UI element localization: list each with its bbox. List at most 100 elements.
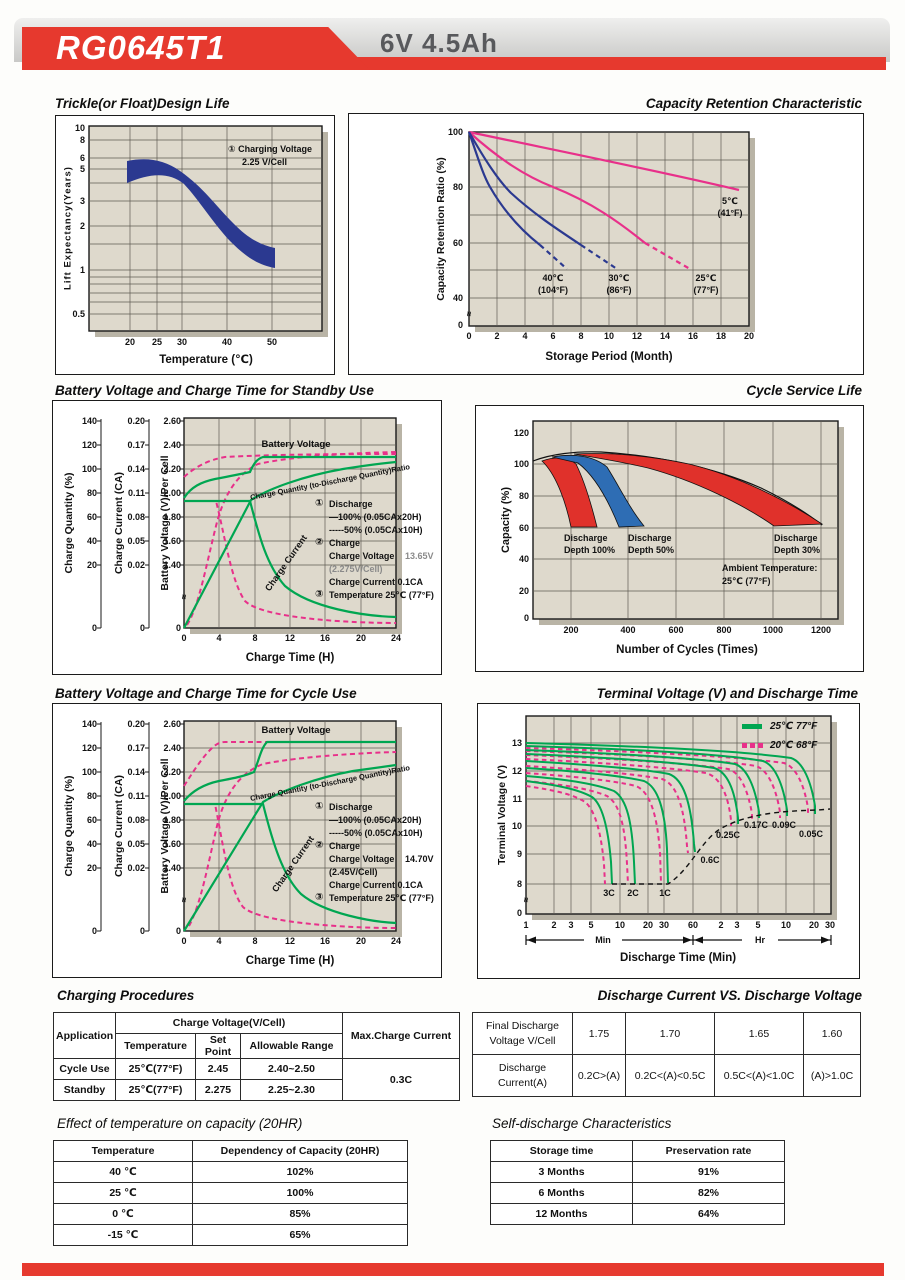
- legend-line: Charge Current 0.1CA: [329, 880, 424, 890]
- header-red-banner: [22, 27, 370, 70]
- standby-100pct-curves: [183, 455, 397, 629]
- legend-line: Charge Current 0.1CA: [329, 577, 424, 587]
- cell-v-165: 1.65: [714, 1012, 804, 1055]
- ambient-temp-line1: Ambient Temperature:: [722, 563, 818, 573]
- standby-grid: [184, 418, 396, 628]
- trickle-grid: [89, 126, 322, 331]
- cell-6m-v: 82%: [632, 1182, 785, 1204]
- legend-bullet-1: ①: [315, 801, 324, 812]
- cell-t0: 0 ℃: [53, 1203, 193, 1225]
- trickle-annotation-line2: 2.25 V/Cell: [242, 157, 288, 167]
- chart-trickle-float-design-life: 10 8 6 5 3 2 1 0.5 20 25 30 40 50 Lift Expectancy(Ye…: [55, 115, 335, 375]
- label-5c-f: (41°F): [717, 208, 743, 218]
- cycle-x-label: Charge Time (H): [245, 955, 335, 967]
- rate-0p17c: 0.17C: [743, 820, 769, 830]
- curves-25c: [525, 742, 816, 885]
- legend-voltage-value: 14.70V: [405, 854, 434, 864]
- header-set-point: Set Point: [195, 1033, 241, 1059]
- header-allowable-range: Allowable Range: [240, 1033, 343, 1059]
- discharge-current-line2: Current(A): [497, 1076, 547, 1089]
- cell-3m-v: 91%: [632, 1161, 785, 1183]
- legend-cell-voltage: (2.45V/Cell): [329, 867, 378, 877]
- label-discharge-current: Discharge Current(A): [472, 1054, 573, 1097]
- legend-bullet-3: ③: [315, 589, 324, 600]
- cell-cycle-set: 2.45: [195, 1058, 241, 1080]
- standby-charge-canvas: [97, 417, 402, 634]
- header-storage-time: Storage time: [490, 1140, 633, 1162]
- cell-cycle-temp: 25℃(77°F): [115, 1058, 196, 1080]
- final-discharge-line2: Voltage V/Cell: [489, 1034, 556, 1047]
- rate-3c: 3C: [603, 888, 615, 898]
- capacity-line-dashed: [612, 808, 831, 885]
- time-axis-arrowheads: [527, 936, 830, 944]
- cell-12m-v: 64%: [632, 1203, 785, 1225]
- standby-battery-voltage-label: Battery Voltage: [261, 439, 331, 450]
- cell-i-3: 0.5C<(A)<1.0C: [714, 1054, 804, 1097]
- cycle-battery-voltage-label: Battery Voltage: [261, 725, 331, 736]
- terminal-voltage-canvas: [525, 715, 837, 945]
- header-dependency: Dependency of Capacity (20HR): [192, 1140, 408, 1162]
- header-preservation: Preservation rate: [632, 1140, 785, 1162]
- legend-bullet-2: ②: [315, 537, 324, 548]
- label-25c: 25℃: [695, 273, 717, 283]
- cycle-axis3-title: Battery Voltage (V)/Per Cell: [159, 758, 171, 894]
- model-number: RG0645T1: [56, 29, 226, 66]
- legend-line: Temperature 25℃ (77°F): [329, 893, 434, 903]
- band-label-30a: Discharge: [774, 533, 818, 543]
- chart-cycle-use-charge: 140 120 100 80 60 40 20 0 0.20 0.17 0.14 0.11 0.08 0.…: [52, 703, 442, 978]
- discharge-current-line1: Discharge: [498, 1062, 547, 1075]
- cell-i-4: (A)>1.0C: [803, 1054, 861, 1097]
- final-discharge-line1: Final Discharge: [486, 1020, 559, 1033]
- header-max-charge-current: Max.Charge Current: [342, 1012, 460, 1059]
- legend-line: Discharge: [329, 802, 373, 812]
- band-label-50a: Discharge: [628, 533, 672, 543]
- discharge-cv-table: Final Discharge Voltage V/Cell 1.75 1.70…: [472, 1012, 861, 1097]
- label-30c: 30℃: [608, 273, 630, 283]
- label-40c-f: (104°F): [537, 285, 569, 295]
- cycle-life-x-label: Number of Cycles (Times): [616, 644, 758, 656]
- header-application: Application: [53, 1012, 116, 1059]
- rate-0p09c: 0.09C: [771, 820, 797, 830]
- terminal-voltage-y-label: Terminal Voltage (V): [496, 765, 508, 865]
- legend-bullet-1: ①: [315, 498, 324, 509]
- cell-t25: 25 ℃: [53, 1182, 193, 1204]
- cycle-axis2-title: Charge Current (CA): [113, 774, 125, 878]
- self-discharge-table: Storage time Preservation rate 3 Months …: [490, 1140, 785, 1225]
- chart-terminal-voltage: 13 12 11 10 9 8 0 ≈1 2 3 5 10 20 30 60 2 3 5 10 20 30 Termin…: [477, 703, 860, 979]
- cell-v-175: 1.75: [572, 1012, 626, 1055]
- temp-capacity-table: Temperature Dependency of Capacity (20HR…: [53, 1140, 408, 1246]
- standby-x-label: Charge Time (H): [245, 652, 335, 664]
- chart-standby-charge: 140 120 100 80 60 40 20 0 0.20 0.17 0.14 0.11 0.08 0.…: [52, 400, 442, 675]
- title-discharge-cv: Discharge Current VS. Discharge Voltage: [597, 988, 862, 1003]
- cell-cycle-range: 2.40~2.50: [240, 1058, 343, 1080]
- title-standby-charge: Battery Voltage and Charge Time for Stan…: [55, 383, 374, 398]
- title-cycle-charge: Battery Voltage and Charge Time for Cycl…: [55, 686, 357, 701]
- terminal-voltage-x-label: Discharge Time (Min): [619, 952, 737, 964]
- rate-0p6c: 0.6C: [700, 855, 720, 865]
- cell-i-1: 0.2C>(A): [572, 1054, 626, 1097]
- standby-axis1-title: Charge Quantity (%): [63, 472, 75, 574]
- title-trickle-float: Trickle(or Float)Design Life: [55, 96, 230, 111]
- title-capacity-retention: Capacity Retention Characteristic: [645, 96, 862, 111]
- legend-line: —100% (0.05CAx20H): [329, 815, 422, 825]
- cycle-life-canvas: [532, 420, 844, 625]
- cell-t25-v: 100%: [192, 1182, 408, 1204]
- legend-line: Discharge: [329, 499, 373, 509]
- header-temperature: Temperature: [115, 1033, 196, 1059]
- hr-span-label: Hr: [751, 935, 769, 945]
- header-temp: Temperature: [53, 1140, 193, 1162]
- trickle-y-axis-label: Lift Expectancy(Years): [62, 166, 74, 290]
- band-label-50b: Depth 50%: [628, 545, 675, 555]
- cell-t40-v: 102%: [192, 1161, 408, 1183]
- trickle-x-axis-label: Temperature (℃): [159, 354, 253, 366]
- min-span-label: Min: [592, 935, 614, 945]
- legend-line: -----50% (0.05CAx10H): [329, 828, 423, 838]
- cell-i-2: 0.2C<(A)<0.5C: [625, 1054, 715, 1097]
- legend-line: Temperature 25℃ (77°F): [329, 590, 434, 600]
- cell-tm15: -15 ℃: [53, 1224, 193, 1246]
- cell-tm15-v: 65%: [192, 1224, 408, 1246]
- band-label-100b: Depth 100%: [564, 545, 616, 555]
- header-charge-voltage: Charge Voltage(V/Cell): [115, 1012, 343, 1034]
- design-life-band: [127, 159, 275, 268]
